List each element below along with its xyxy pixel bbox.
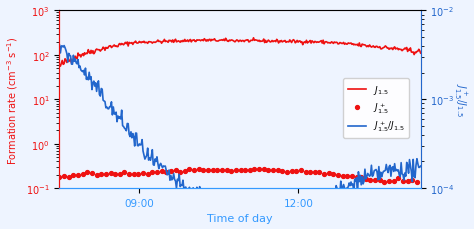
$J_{1.5}$ <box>418 52 423 55</box>
$J_{1.5}$ <box>328 41 334 44</box>
$J^+_{1.5}$ <box>382 181 387 184</box>
$J^+_{1.5}$ <box>336 173 342 176</box>
$J^+_{1.5}/J_{1.5}$ <box>300 197 306 200</box>
$J^+_{1.5}$ <box>314 170 319 173</box>
$J_{1.5}$ <box>251 37 256 40</box>
$J^+_{1.5}/J_{1.5}$ <box>355 194 360 197</box>
$J^+_{1.5}$ <box>199 167 204 170</box>
$J^+_{1.5}/J_{1.5}$ <box>100 88 105 91</box>
$J^+_{1.5}/J_{1.5}$ <box>328 193 333 196</box>
$J^+_{1.5}/J_{1.5}$ <box>336 192 342 195</box>
$J_{1.5}$ <box>301 42 307 45</box>
$J_{1.5}$ <box>337 42 343 45</box>
$J^+_{1.5}$ <box>328 173 333 176</box>
$J_{1.5}$ <box>57 65 63 68</box>
$J_{1.5}$ <box>56 64 62 67</box>
Line: $J^+_{1.5}/J_{1.5}$: $J^+_{1.5}/J_{1.5}$ <box>59 46 420 215</box>
Line: $J^+_{1.5}$: $J^+_{1.5}$ <box>57 166 423 185</box>
$J^+_{1.5}$ <box>300 171 306 173</box>
$J_{1.5}$ <box>100 46 106 49</box>
$J^+_{1.5}/J_{1.5}$ <box>314 193 319 196</box>
$J^+_{1.5}$ <box>100 172 105 174</box>
Y-axis label: $J^+_{1.5}/J_{1.5}$: $J^+_{1.5}/J_{1.5}$ <box>452 83 468 117</box>
$J^+_{1.5}/J_{1.5}$ <box>56 44 62 47</box>
Line: $J_{1.5}$: $J_{1.5}$ <box>59 39 420 67</box>
X-axis label: Time of day: Time of day <box>207 213 273 224</box>
$J^+_{1.5}$ <box>418 179 423 181</box>
$J_{1.5}$ <box>315 41 320 44</box>
$J^+_{1.5}$ <box>355 177 360 179</box>
Y-axis label: Formation rate (cm$^{-3}$ s$^{-1}$): Formation rate (cm$^{-3}$ s$^{-1}$) <box>6 36 20 164</box>
Legend: $J_{1.5}$, $J^+_{1.5}$, $J^+_{1.5}/J_{1.5}$: $J_{1.5}$, $J^+_{1.5}$, $J^+_{1.5}/J_{1.… <box>343 79 409 138</box>
$J^+_{1.5}/J_{1.5}$ <box>418 165 423 168</box>
$J_{1.5}$ <box>356 45 361 48</box>
$J^+_{1.5}/J_{1.5}$ <box>239 214 245 216</box>
$J^+_{1.5}$ <box>56 175 62 178</box>
